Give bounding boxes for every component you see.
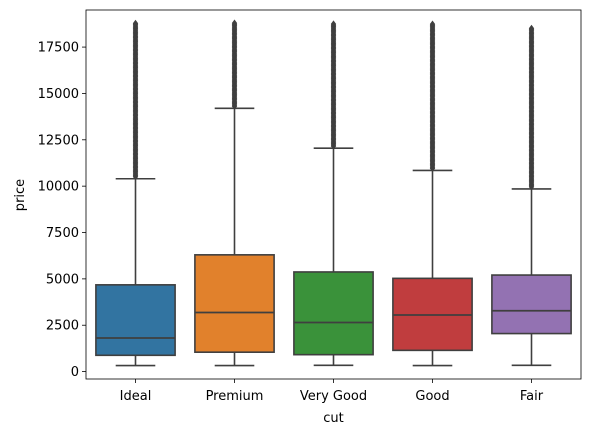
box-premium xyxy=(194,19,275,367)
box-iqr xyxy=(293,271,374,356)
x-axis-label: cut xyxy=(323,411,343,426)
outlier-point xyxy=(231,19,238,27)
x-tick-label: Ideal xyxy=(120,389,152,404)
box-good xyxy=(392,20,473,367)
y-tick-label: 12500 xyxy=(38,133,79,148)
plot-frame xyxy=(85,9,582,380)
y-tick-label: 15000 xyxy=(38,87,79,102)
y-tick-label: 0 xyxy=(71,365,79,380)
outlier-point xyxy=(429,20,436,28)
box-series xyxy=(95,19,572,367)
y-axis-ticks: 0 2500 5000 7500 10000 12500 15000 17500 xyxy=(38,41,86,380)
x-tick-label: Very Good xyxy=(300,389,367,404)
box-iqr xyxy=(95,284,176,357)
outliers xyxy=(330,20,337,150)
outliers xyxy=(528,24,535,191)
outlier-point xyxy=(132,19,139,27)
outliers xyxy=(231,19,238,110)
y-tick-label: 7500 xyxy=(46,226,79,241)
x-tick-label: Premium xyxy=(206,389,264,404)
y-axis-label: price xyxy=(13,179,28,211)
y-tick-label: 10000 xyxy=(38,180,79,195)
outliers xyxy=(429,20,436,172)
box-ideal xyxy=(95,19,176,367)
box-iqr xyxy=(491,274,572,335)
x-axis-ticks: Ideal Premium Very Good Good Fair xyxy=(120,379,544,404)
outliers xyxy=(132,19,139,181)
box-very-good xyxy=(293,20,374,367)
y-tick-label: 17500 xyxy=(38,41,79,56)
box-iqr xyxy=(194,254,275,353)
outlier-point xyxy=(528,24,535,32)
y-tick-label: 2500 xyxy=(46,319,79,334)
box-fair xyxy=(491,24,572,367)
x-tick-label: Fair xyxy=(520,389,544,404)
y-tick-label: 5000 xyxy=(46,272,79,287)
outlier-point xyxy=(330,20,337,28)
x-tick-label: Good xyxy=(415,389,449,404)
